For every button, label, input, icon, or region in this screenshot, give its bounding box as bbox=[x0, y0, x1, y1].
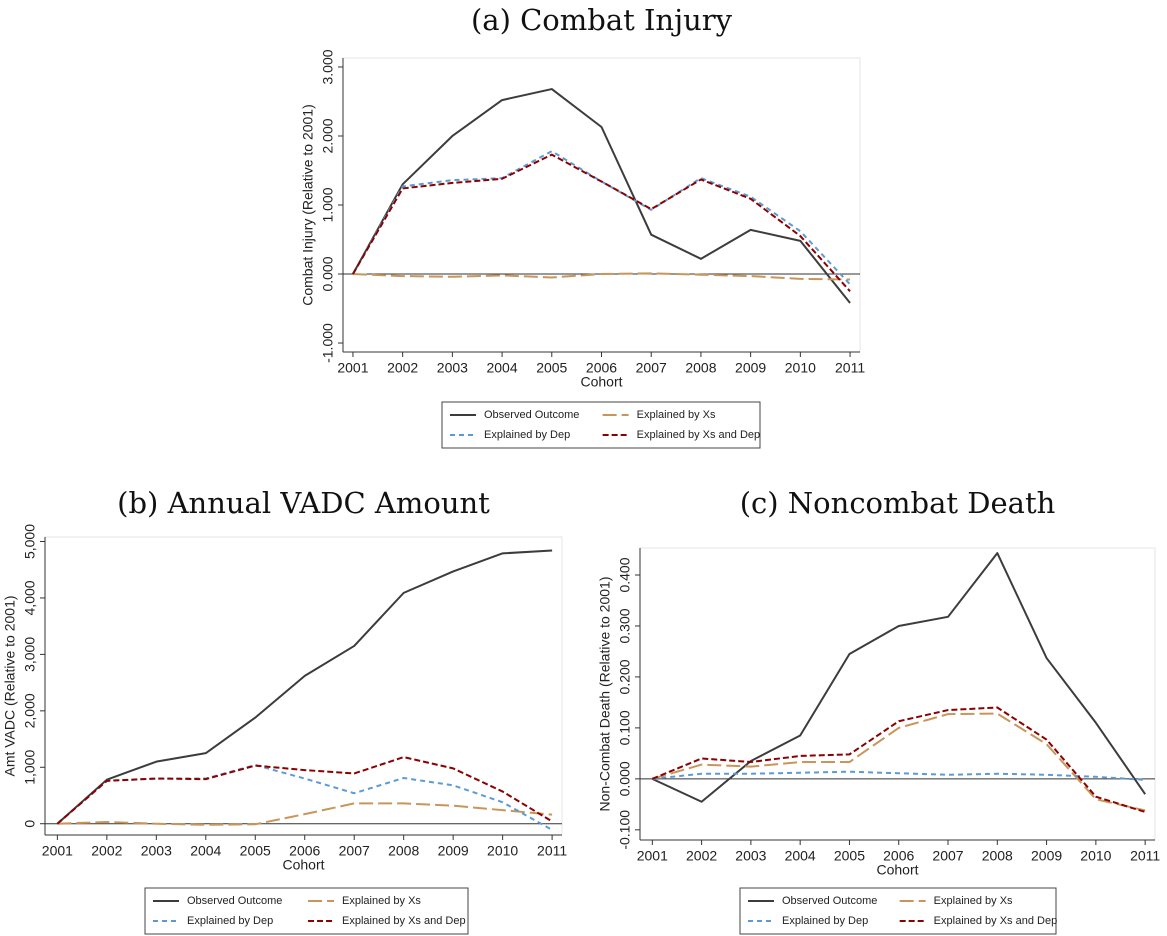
chart-title: (a) Combat Injury bbox=[471, 3, 733, 37]
x-axis-label: Cohort bbox=[876, 862, 918, 878]
y-tick-label: 3.000 bbox=[320, 49, 336, 84]
series-line bbox=[652, 712, 1146, 812]
series-line bbox=[651, 706, 1146, 813]
legend-text: Explained by Xs bbox=[637, 409, 716, 421]
x-tick-label: 2007 bbox=[636, 360, 667, 376]
legend-text: Observed Outcome bbox=[187, 895, 282, 907]
x-tick-label: 2006 bbox=[586, 360, 617, 376]
y-tick-label: 0.100 bbox=[617, 710, 633, 745]
y-tick-label: -1.000 bbox=[320, 323, 336, 363]
x-tick-label: 2009 bbox=[438, 843, 469, 859]
chart-title: (b) Annual VADC Amount bbox=[117, 486, 490, 520]
series-line bbox=[57, 802, 553, 826]
series-line bbox=[56, 764, 553, 831]
x-tick-label: 2011 bbox=[835, 360, 865, 376]
legend-text: Explained by Dep bbox=[782, 915, 868, 927]
x-tick-label: 2011 bbox=[537, 843, 567, 859]
x-tick-label: 2007 bbox=[339, 843, 370, 859]
legend-text: Explained by Dep bbox=[484, 429, 570, 441]
series-line bbox=[56, 549, 553, 825]
y-tick-label: 2.000 bbox=[320, 118, 336, 153]
legend-text: Explained by Xs and Dep bbox=[637, 429, 761, 441]
x-tick-label: 2001 bbox=[637, 848, 668, 864]
chart-title: (c) Noncombat Death bbox=[740, 486, 1056, 520]
legend-text: Explained by Xs bbox=[934, 895, 1013, 907]
series-line bbox=[56, 756, 553, 825]
plot-frame bbox=[639, 547, 1156, 841]
legend-box bbox=[739, 887, 1057, 935]
series-line bbox=[652, 770, 1146, 781]
x-tick-label: 2008 bbox=[388, 843, 419, 859]
legend-text: Explained by Dep bbox=[187, 915, 273, 927]
x-tick-label: 2009 bbox=[735, 360, 766, 376]
x-tick-label: 2005 bbox=[536, 360, 567, 376]
y-tick-label: 0.300 bbox=[617, 608, 633, 643]
x-tick-label: 2008 bbox=[685, 360, 716, 376]
x-tick-label: 2004 bbox=[785, 848, 816, 864]
y-tick-label: 4,000 bbox=[22, 580, 38, 615]
y-tick-label: 0.000 bbox=[617, 761, 633, 796]
series-line bbox=[352, 272, 851, 281]
x-tick-label: 2010 bbox=[1080, 848, 1111, 864]
y-tick-label: 5,000 bbox=[22, 524, 38, 559]
x-tick-label: 2009 bbox=[1031, 848, 1062, 864]
x-tick-label: 2004 bbox=[190, 843, 221, 859]
plot-frame bbox=[44, 536, 563, 836]
x-axis-label: Cohort bbox=[282, 857, 324, 873]
series-line bbox=[352, 150, 851, 286]
y-tick-label: 0.000 bbox=[320, 256, 336, 291]
x-tick-label: 2002 bbox=[686, 848, 717, 864]
legend-box bbox=[144, 887, 469, 935]
legend-text: Observed Outcome bbox=[782, 895, 877, 907]
x-tick-label: 2001 bbox=[337, 360, 368, 376]
y-tick-label: 2,000 bbox=[22, 693, 38, 728]
x-tick-label: 2003 bbox=[735, 848, 766, 864]
series-line bbox=[352, 88, 851, 304]
y-tick-label: 1,000 bbox=[22, 750, 38, 785]
series-line bbox=[352, 153, 851, 292]
y-tick-label: 0.400 bbox=[617, 557, 633, 592]
x-tick-label: 2006 bbox=[883, 848, 914, 864]
x-tick-label: 2003 bbox=[141, 843, 172, 859]
y-axis-label: Combat Injury (Relative to 2001) bbox=[300, 104, 316, 306]
x-tick-label: 2002 bbox=[387, 360, 418, 376]
y-axis-label: Non-Combat Death (Relative to 2001) bbox=[597, 576, 613, 811]
y-tick-label: 3,000 bbox=[22, 637, 38, 672]
legend-text: Explained by Xs bbox=[342, 895, 421, 907]
x-axis-label: Cohort bbox=[580, 374, 622, 390]
legend-text: Explained by Xs and Dep bbox=[342, 915, 466, 927]
y-tick-label: -0.100 bbox=[617, 810, 633, 850]
x-tick-label: 2005 bbox=[240, 843, 271, 859]
legend-box bbox=[441, 401, 761, 449]
y-tick-label: 0.200 bbox=[617, 659, 633, 694]
x-tick-label: 2004 bbox=[486, 360, 517, 376]
x-tick-label: 2011 bbox=[1130, 848, 1160, 864]
series-line bbox=[651, 552, 1146, 803]
y-tick-label: 0 bbox=[22, 820, 38, 828]
legend-text: Observed Outcome bbox=[484, 409, 579, 421]
x-tick-label: 2002 bbox=[91, 843, 122, 859]
y-axis-label: Amt VADC (Relative to 2001) bbox=[2, 595, 18, 776]
x-tick-label: 2008 bbox=[982, 848, 1013, 864]
x-tick-label: 2005 bbox=[834, 848, 865, 864]
x-tick-label: 2001 bbox=[42, 843, 73, 859]
x-tick-label: 2007 bbox=[932, 848, 963, 864]
x-tick-label: 2010 bbox=[785, 360, 816, 376]
x-tick-label: 2006 bbox=[289, 843, 320, 859]
x-tick-label: 2010 bbox=[487, 843, 518, 859]
legend-text: Explained by Xs and Dep bbox=[934, 915, 1058, 927]
y-tick-label: 1.000 bbox=[320, 187, 336, 222]
plot-frame bbox=[342, 57, 861, 353]
x-tick-label: 2003 bbox=[437, 360, 468, 376]
